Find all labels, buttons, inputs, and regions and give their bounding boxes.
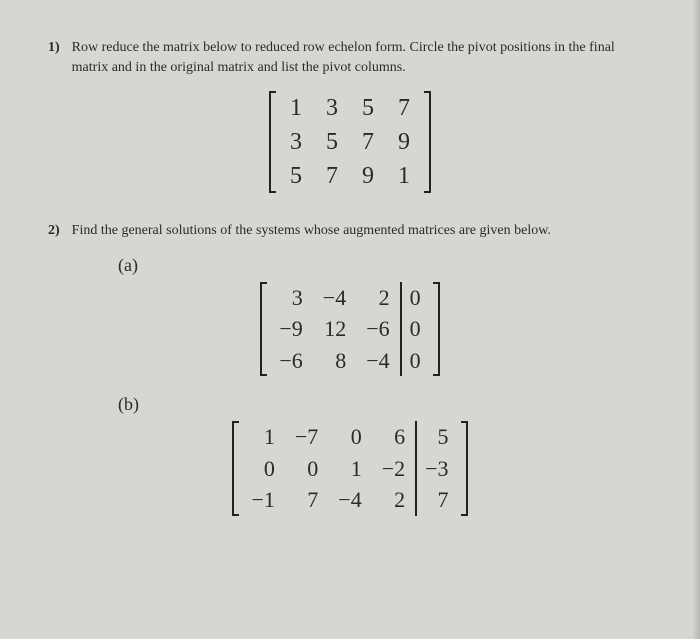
matrix-cell: 1 xyxy=(328,453,371,485)
question-1: 1) Row reduce the matrix below to reduce… xyxy=(48,38,652,193)
matrix-cell: 0 xyxy=(285,453,328,485)
matrix-cell: 0 xyxy=(401,345,431,377)
matrix-cell: 3 xyxy=(314,91,350,125)
bracket-right xyxy=(433,282,440,377)
matrix-cell: −3 xyxy=(416,453,458,485)
matrix-cell: −4 xyxy=(313,282,356,314)
q1-text: Row reduce the matrix below to reduced r… xyxy=(72,38,652,77)
matrix-cell: 5 xyxy=(278,159,314,193)
q2a-matrix-container: 3−420−912−60−68−40 xyxy=(48,282,652,377)
matrix-cell: −9 xyxy=(269,313,312,345)
q2b-label: (b) xyxy=(118,394,652,415)
q2-number: 2) xyxy=(48,221,60,241)
q1-number: 1) xyxy=(48,38,60,58)
question-2: 2) Find the general solutions of the sys… xyxy=(48,221,652,516)
matrix-cell: 2 xyxy=(372,484,416,516)
matrix-cell: 12 xyxy=(313,313,356,345)
matrix-cell: 0 xyxy=(401,282,431,314)
matrix-cell: 2 xyxy=(356,282,400,314)
q2a-label: (a) xyxy=(118,255,652,276)
matrix-cell: 1 xyxy=(278,91,314,125)
matrix-cell: 5 xyxy=(416,421,458,453)
matrix-cell: 7 xyxy=(416,484,458,516)
matrix-cell: 9 xyxy=(350,159,386,193)
matrix-cell: −4 xyxy=(356,345,400,377)
matrix-cell: −7 xyxy=(285,421,328,453)
matrix-table: 3−420−912−60−68−40 xyxy=(269,282,430,377)
q1-prompt: 1) Row reduce the matrix below to reduce… xyxy=(48,38,652,77)
matrix-cell: 5 xyxy=(350,91,386,125)
matrix-cell: 0 xyxy=(241,453,284,485)
q2b-matrix-container: 1−7065001−2−3−17−427 xyxy=(48,421,652,516)
matrix-cell: 7 xyxy=(314,159,350,193)
q1-matrix-container: 135735795791 xyxy=(48,91,652,193)
matrix-cell: 0 xyxy=(328,421,371,453)
bracket-right xyxy=(461,421,468,516)
bracket-left xyxy=(232,421,239,516)
q2-text: Find the general solutions of the system… xyxy=(72,221,652,241)
matrix-cell: 7 xyxy=(386,91,422,125)
matrix-cell: 6 xyxy=(372,421,416,453)
matrix-cell: 7 xyxy=(350,125,386,159)
matrix-cell: −2 xyxy=(372,453,416,485)
matrix-cell: 7 xyxy=(285,484,328,516)
matrix-cell: 0 xyxy=(401,313,431,345)
matrix-table: 135735795791 xyxy=(278,91,422,193)
matrix-cell: 5 xyxy=(314,125,350,159)
matrix-cell: 8 xyxy=(313,345,356,377)
q2a-matrix: 3−420−912−60−68−40 xyxy=(260,282,439,377)
q1-matrix: 135735795791 xyxy=(269,91,431,193)
matrix-cell: 1 xyxy=(386,159,422,193)
matrix-cell: 3 xyxy=(278,125,314,159)
bracket-left xyxy=(260,282,267,377)
page-edge-shadow xyxy=(692,0,700,639)
bracket-right xyxy=(424,91,431,193)
matrix-cell: −4 xyxy=(328,484,371,516)
matrix-table: 1−7065001−2−3−17−427 xyxy=(241,421,458,516)
q2b-matrix: 1−7065001−2−3−17−427 xyxy=(232,421,467,516)
matrix-cell: −6 xyxy=(269,345,312,377)
matrix-cell: 1 xyxy=(241,421,284,453)
matrix-cell: −1 xyxy=(241,484,284,516)
matrix-cell: 3 xyxy=(269,282,312,314)
matrix-cell: −6 xyxy=(356,313,400,345)
matrix-cell: 9 xyxy=(386,125,422,159)
q2-prompt: 2) Find the general solutions of the sys… xyxy=(48,221,652,241)
bracket-left xyxy=(269,91,276,193)
